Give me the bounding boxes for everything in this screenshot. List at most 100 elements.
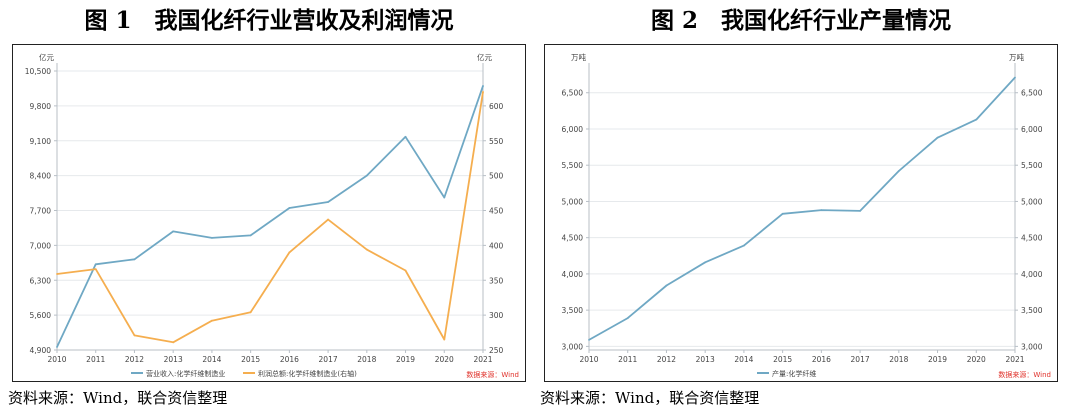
source-note-2: 资料来源：Wind，联合资信整理 [540, 389, 760, 407]
series-0-point [975, 118, 978, 121]
left-tick-label: 5,600 [30, 311, 52, 320]
left-tick-label: 7,700 [30, 207, 52, 216]
x-tick-label: 2018 [357, 355, 376, 364]
left-tick-label: 4,500 [562, 234, 584, 243]
series-1-point [443, 338, 446, 341]
x-tick-label: 2019 [928, 355, 947, 364]
chart-2-plot: 3,000 3,500 4,000 4,500 5,000 5,500 6,000 6,500… [562, 52, 1051, 379]
x-tick-label: 2017 [319, 355, 338, 364]
series-0-point [288, 207, 291, 209]
chart-frame-1: 4,900 5,600 6,300 7,000 7,700 8,400 9,100 9,800… [12, 44, 526, 382]
x-tick-label: 2020 [967, 355, 986, 364]
series-0-point [133, 258, 136, 261]
x-tick-label: 2010 [47, 355, 66, 364]
x-tick-label: 2011 [618, 355, 637, 364]
series-1-point [482, 91, 484, 93]
series-0-point [781, 212, 784, 215]
left-tick-label: 10,500 [25, 67, 51, 76]
x-tick-label: 2013 [164, 355, 183, 364]
chart-frame-2: 3,000 3,500 4,000 4,500 5,000 5,500 6,000 6,500… [544, 44, 1058, 382]
left-tick-label: 7,000 [30, 241, 52, 250]
x-tick-label: 2011 [86, 355, 105, 364]
series-0-point [704, 261, 707, 264]
x-tick-label: 2020 [435, 355, 454, 364]
series-0-point [365, 174, 368, 177]
right-tick-label: 500 [489, 172, 504, 181]
series-0-point [56, 346, 58, 348]
series-0-point [172, 230, 175, 233]
series-0-point [665, 284, 668, 287]
left-axis-unit: 万吨 [571, 52, 586, 62]
series-1-point [249, 311, 252, 314]
x-tick-label: 2015 [241, 355, 260, 364]
right-tick-label: 6,000 [1021, 125, 1043, 134]
left-tick-label: 6,000 [562, 125, 584, 134]
left-tick-label: 5,000 [562, 197, 584, 206]
right-tick-label: 5,500 [1021, 161, 1043, 170]
left-tick-label: 9,800 [30, 102, 52, 111]
x-tick-label: 2012 [125, 355, 144, 364]
right-axis-unit: 万吨 [1009, 52, 1025, 62]
left-tick-label: 4,900 [30, 346, 52, 355]
figure-1-panel: 图 1 我国化纤行业营收及利润情况 4,900 5,600 6,300 7,000 7,… [4, 0, 534, 414]
series-0-point [820, 209, 823, 212]
series-0-point [94, 263, 97, 266]
series-0-point [897, 170, 900, 172]
right-tick-label: 5,000 [1021, 197, 1043, 206]
data-source-label: 数据来源：Wind [998, 370, 1051, 379]
left-tick-label: 8,400 [30, 172, 52, 181]
x-tick-label: 2021 [473, 355, 492, 364]
x-tick-label: 2016 [280, 355, 299, 364]
series-1-point [327, 218, 329, 221]
series-1-point [94, 268, 97, 270]
left-tick-label: 9,100 [30, 137, 52, 146]
series-0-point [443, 196, 446, 199]
series-0-point [211, 237, 213, 239]
right-tick-label: 6,500 [1021, 89, 1043, 98]
series-1-point [288, 251, 291, 254]
x-tick-label: 2013 [696, 355, 715, 364]
legend-label-0: 营业收入:化学纤维制造业 [146, 369, 225, 378]
series-0-point [249, 234, 252, 237]
left-tick-label: 6,500 [562, 89, 584, 98]
series-1-point [133, 334, 136, 337]
right-tick-label: 4,500 [1021, 234, 1043, 243]
left-tick-label: 5,500 [562, 161, 584, 170]
source-note-1: 资料来源：Wind，联合资信整理 [8, 389, 228, 407]
series-0-line [588, 76, 1016, 341]
x-tick-label: 2012 [657, 355, 676, 364]
series-1-point [56, 273, 58, 275]
series-0-point [404, 135, 407, 138]
right-axis-unit: 亿元 [477, 52, 492, 62]
series-0-line [56, 85, 484, 348]
x-tick-label: 2019 [396, 355, 415, 364]
series-0-point [327, 201, 329, 203]
series-0-point [588, 338, 590, 341]
data-source-label: 数据来源：Wind [466, 370, 519, 379]
figure-1-title: 图 1 我国化纤行业营收及利润情况 [84, 7, 454, 34]
right-tick-label: 300 [489, 311, 504, 320]
series-1-point [404, 269, 407, 272]
series-0-point [936, 136, 939, 139]
series-0-point [626, 317, 629, 320]
series-1-point [365, 248, 368, 251]
series-1-point [172, 341, 175, 344]
series-0-point [743, 244, 745, 247]
x-tick-label: 2016 [812, 355, 831, 364]
right-tick-label: 450 [489, 207, 504, 216]
right-tick-label: 250 [489, 346, 504, 355]
figure-2-panel: 图 2 我国化纤行业产量情况 3,000 3,500 4,000 4,500 5,000… [536, 0, 1066, 414]
right-tick-label: 3,000 [1021, 342, 1043, 351]
x-tick-label: 2021 [1005, 355, 1024, 364]
left-tick-label: 4,000 [562, 270, 584, 279]
x-tick-label: 2014 [202, 355, 221, 364]
right-tick-label: 550 [489, 137, 504, 146]
x-tick-label: 2015 [773, 355, 792, 364]
x-tick-label: 2018 [889, 355, 908, 364]
right-tick-label: 400 [489, 241, 504, 250]
chart-1-plot: 4,900 5,600 6,300 7,000 7,700 8,400 9,100 9,800… [25, 52, 519, 379]
right-tick-label: 350 [489, 276, 504, 285]
x-tick-label: 2017 [851, 355, 870, 364]
legend-label-1: 利润总额:化学纤维制造业(右轴) [258, 369, 357, 378]
figure-2-title: 图 2 我国化纤行业产量情况 [650, 7, 951, 34]
